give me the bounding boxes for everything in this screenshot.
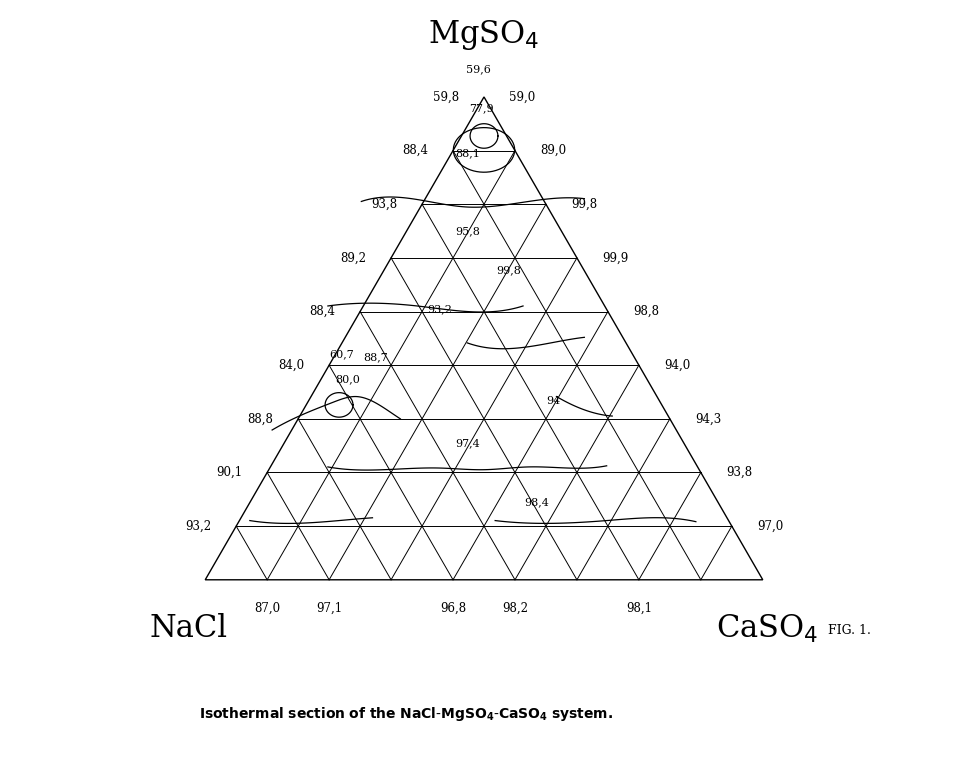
- Text: 93,2: 93,2: [427, 305, 452, 315]
- Text: 80,0: 80,0: [335, 374, 360, 384]
- Text: 98,4: 98,4: [525, 497, 550, 507]
- Text: 87,0: 87,0: [255, 602, 281, 615]
- Text: MgSO$_4$: MgSO$_4$: [428, 18, 540, 52]
- Text: 90,1: 90,1: [216, 466, 242, 479]
- Text: 88,1: 88,1: [455, 148, 480, 158]
- Text: 97,4: 97,4: [455, 439, 480, 448]
- Text: $\mathbf{Isothermal\ section\ of\ the\ NaCl\text{-}MgSO_4\text{-}CaSO_4\ system.: $\mathbf{Isothermal\ section\ of\ the\ N…: [199, 705, 614, 724]
- Text: 89,0: 89,0: [540, 144, 566, 157]
- Text: 95,8: 95,8: [455, 226, 480, 236]
- Text: 89,2: 89,2: [340, 252, 366, 264]
- Text: 94,3: 94,3: [695, 413, 721, 426]
- Text: 97,0: 97,0: [757, 520, 783, 533]
- Text: 99,9: 99,9: [602, 252, 628, 264]
- Text: 98,8: 98,8: [633, 305, 659, 318]
- Text: 88,7: 88,7: [363, 352, 387, 362]
- Text: 88,4: 88,4: [402, 144, 428, 157]
- Text: 60,7: 60,7: [329, 349, 354, 359]
- Text: 99,8: 99,8: [497, 265, 522, 275]
- Text: 88,8: 88,8: [247, 413, 273, 426]
- Text: 98,2: 98,2: [502, 602, 528, 615]
- Text: 93,2: 93,2: [185, 520, 211, 533]
- Text: 94: 94: [547, 397, 560, 407]
- Text: 77,9: 77,9: [469, 103, 494, 114]
- Text: 88,4: 88,4: [309, 305, 335, 318]
- Text: 59,8: 59,8: [433, 90, 459, 103]
- Text: FIG. 1.: FIG. 1.: [829, 624, 871, 638]
- Text: 93,8: 93,8: [371, 198, 397, 211]
- Text: 94,0: 94,0: [664, 359, 690, 372]
- Text: 59,0: 59,0: [509, 90, 535, 103]
- Text: CaSO$_4$: CaSO$_4$: [716, 613, 819, 645]
- Text: 93,8: 93,8: [726, 466, 752, 479]
- Text: NaCl: NaCl: [149, 613, 227, 644]
- Text: 97,1: 97,1: [317, 602, 343, 615]
- Text: 96,8: 96,8: [440, 602, 466, 615]
- Text: 99,8: 99,8: [571, 198, 597, 211]
- Text: 98,1: 98,1: [626, 602, 651, 615]
- Text: 84,0: 84,0: [278, 359, 304, 372]
- Text: 59,6: 59,6: [466, 65, 491, 74]
